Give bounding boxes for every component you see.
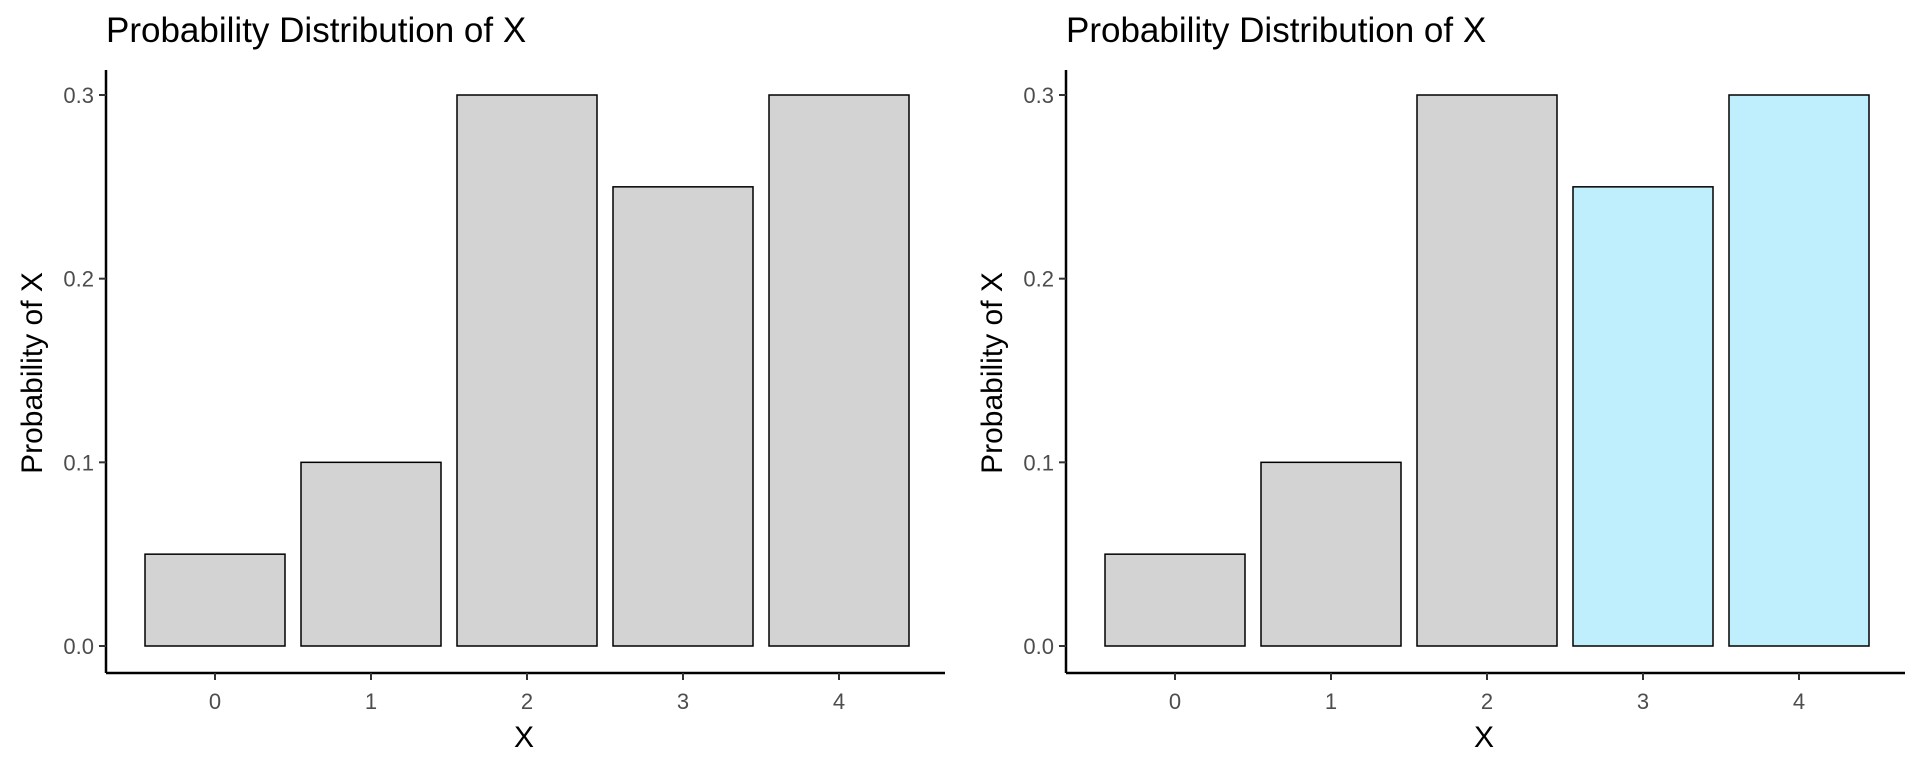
y-tick-label: 0.2	[63, 267, 94, 292]
chart-panel-left: Probability Distribution of X X Probabil…	[16, 11, 945, 754]
bar-1	[1260, 461, 1402, 647]
bars-group	[144, 94, 910, 647]
bar-4	[768, 94, 910, 647]
y-axis-title: Probability of X	[16, 272, 49, 474]
x-tick-label: 2	[521, 689, 533, 714]
chart-panel-right: Probability Distribution of X X Probabil…	[960, 0, 1920, 768]
bar-2	[1416, 94, 1558, 647]
axes-group	[1064, 70, 1905, 675]
bar-0	[1104, 553, 1246, 647]
x-tick-label: 3	[1637, 689, 1649, 714]
chart-left: Probability Distribution of X X Probabil…	[16, 11, 945, 754]
x-tick-label: 3	[677, 689, 689, 714]
y-tick-label: 0.1	[1023, 450, 1054, 475]
bar-2	[456, 94, 598, 647]
bars-group	[1104, 94, 1870, 647]
y-tick-label: 0.2	[1023, 267, 1054, 292]
chart-title: Probability Distribution of X	[1066, 11, 1486, 50]
y-tick-label: 0.0	[1023, 634, 1054, 659]
ticks-group: 0.0 0.1 0.2 0.3 0 1 2 3 4	[1023, 83, 1805, 714]
y-axis-title: Probability of X	[976, 272, 1009, 474]
bar-0	[144, 553, 286, 647]
y-tick-label: 0.3	[63, 83, 94, 108]
x-axis-title: X	[514, 721, 534, 754]
y-tick-label: 0.0	[63, 634, 94, 659]
x-axis-title: X	[1474, 721, 1494, 754]
x-tick-label: 4	[1793, 689, 1805, 714]
bar-3	[1572, 186, 1714, 647]
y-tick-label: 0.3	[1023, 83, 1054, 108]
ticks-group: 0.0 0.1 0.2 0.3 0 1 2 3 4	[63, 83, 845, 714]
x-tick-label: 1	[1325, 689, 1337, 714]
x-tick-label: 0	[209, 689, 221, 714]
chart-right: Probability Distribution of X X Probabil…	[976, 11, 1905, 754]
x-tick-label: 1	[365, 689, 377, 714]
x-tick-label: 4	[833, 689, 845, 714]
bar-1	[300, 461, 442, 647]
axes-group	[104, 70, 945, 675]
y-tick-label: 0.1	[63, 450, 94, 475]
bar-3	[612, 186, 754, 647]
x-tick-label: 2	[1481, 689, 1493, 714]
x-tick-label: 0	[1169, 689, 1181, 714]
bar-4	[1728, 94, 1870, 647]
chart-title: Probability Distribution of X	[106, 11, 526, 50]
